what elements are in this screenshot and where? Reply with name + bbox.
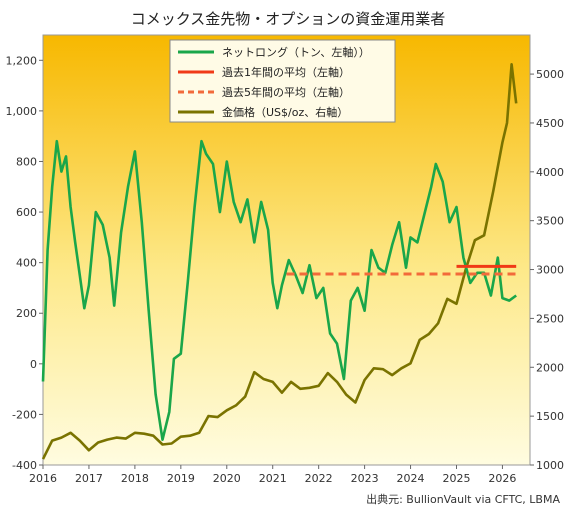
y-right-tick-label: 5000 [536,68,564,81]
y-left-tick-label: 1,200 [6,54,38,67]
x-tick-label: 2023 [351,472,379,485]
y-right-tick-label: 2000 [536,361,564,374]
legend: ネットロング（トン、左軸）） 過去1年間の平均（左軸） 過去5年間の平均（左軸）… [169,39,396,123]
y-left-tick-label: 800 [16,155,37,168]
y-left-tick-label: 200 [16,307,37,320]
y-right-tick-label: 3000 [536,264,564,277]
y-left-tick-label: 400 [16,257,37,270]
y-left-tick-label: 0 [30,358,37,371]
legend-label-avg-5y: 過去5年間の平均（左軸） [222,85,350,99]
net-long-line [41,139,517,442]
legend-label-gold-price: 金価格（US$/oz、右軸） [222,105,348,119]
y-left-tick-label: -200 [12,408,37,421]
y-right-tick-label: 4500 [536,117,564,130]
x-tick-label: 2019 [167,472,195,485]
x-tick-label: 2022 [305,472,333,485]
x-tick-label: 2021 [259,472,287,485]
legend-label-avg-1y: 過去1年間の平均（左軸） [222,65,350,79]
series-layer [41,63,518,460]
y-right-tick-label: 4000 [536,166,564,179]
y-left-tick-label: 1,000 [6,105,38,118]
x-tick-label: 2018 [121,472,149,485]
y-right-tick-label: 2500 [536,312,564,325]
source-note: 出典元: BullionVault via CFTC, LBMA [366,492,560,506]
y-left-tick-label: -400 [12,459,37,472]
y-left-tick-label: 600 [16,206,37,219]
y-right-tick-label: 1000 [536,459,564,472]
y-axis-left: 1,200 1,000 800 600 400 200 0 -200 -400 [6,54,43,472]
legend-box [169,39,396,123]
x-tick-label: 2026 [488,472,516,485]
y-right-tick-label: 3500 [536,215,564,228]
x-tick-label: 2020 [213,472,241,485]
x-tick-label: 2016 [29,472,57,485]
y-right-tick-label: 1500 [536,410,564,423]
y-axis-right: 5000 4500 4000 3500 3000 2500 2000 1500 1000 [530,68,564,472]
x-axis: 2016 2017 2018 2019 2020 2021 2022 2023 2024 2025… [29,465,516,485]
x-tick-label: 2024 [397,472,425,485]
gold-price-line [41,63,518,460]
legend-label-net-long: ネットロング（トン、左軸）） [222,45,370,59]
x-tick-label: 2025 [442,472,470,485]
x-tick-label: 2017 [75,472,103,485]
chart-title: コメックス金先物・オプションの資金運用業者 [131,10,446,28]
